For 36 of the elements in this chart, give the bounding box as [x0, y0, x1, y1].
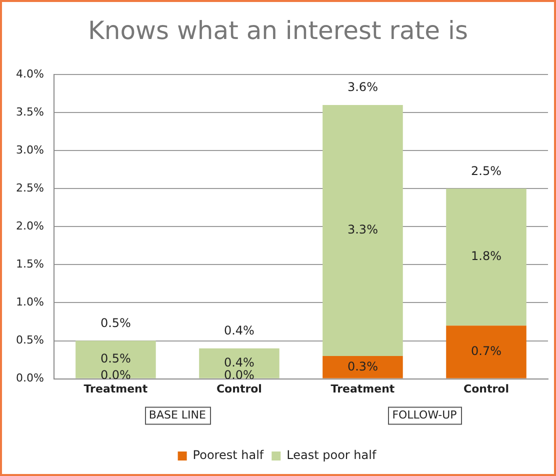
- total-label: 0.4%: [224, 324, 254, 338]
- y-tick-label: 2.0%: [16, 220, 44, 233]
- x-tick-label: Control: [464, 382, 509, 396]
- data-label: 0.5%: [100, 352, 131, 366]
- data-label: 0.4%: [224, 355, 254, 370]
- data-label: 0.0%: [224, 368, 254, 382]
- x-tick-label: Treatment: [330, 382, 395, 396]
- total-label: 0.5%: [100, 316, 131, 330]
- data-label: 0.3%: [347, 359, 378, 374]
- text: BASE LINE: [148, 408, 206, 422]
- bar: [322, 105, 403, 356]
- bar: [76, 340, 156, 378]
- data-label: 1.8%: [470, 249, 502, 264]
- data-label: 0.7%: [470, 344, 502, 358]
- legend-label: Least poor half: [286, 448, 377, 462]
- bar: [446, 326, 526, 378]
- y-tick-label: 0.0%: [16, 372, 44, 385]
- legend-label: Poorest half: [192, 448, 264, 462]
- y-tick-label: 3.5%: [16, 105, 44, 118]
- y-tick-label: 2.5%: [16, 182, 44, 195]
- y-tick-label: 4.0%: [16, 67, 44, 80]
- y-tick-label: 1.5%: [16, 258, 44, 271]
- total-label: 2.5%: [470, 164, 502, 178]
- text: FOLLOW-UP: [392, 408, 458, 422]
- y-tick-label: 1.0%: [16, 296, 44, 309]
- bar: [199, 348, 280, 378]
- x-tick-label: Treatment: [84, 382, 148, 396]
- bar: [322, 356, 403, 378]
- chart-title: Knows what an interest rate is: [87, 16, 469, 45]
- bar: [446, 188, 526, 326]
- y-tick-label: 0.5%: [16, 334, 44, 347]
- data-label: 0.0%: [100, 368, 131, 382]
- data-label: 3.3%: [347, 222, 378, 237]
- y-tick-label: 3.0%: [16, 144, 44, 157]
- total-label: 3.6%: [347, 80, 378, 94]
- x-tick-label: Control: [216, 382, 262, 396]
